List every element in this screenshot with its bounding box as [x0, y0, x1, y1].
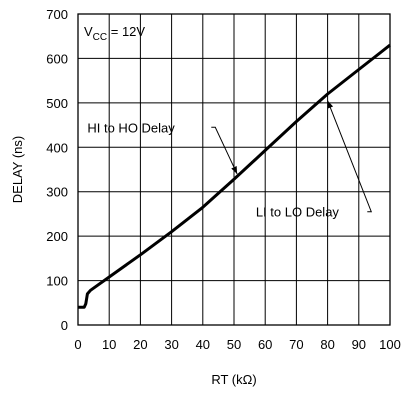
- y-tick-label: 600: [46, 51, 68, 66]
- y-tick-label: 300: [46, 185, 68, 200]
- series-layer: [78, 43, 391, 309]
- y-tick-label: 100: [46, 274, 68, 289]
- x-tick-labels: 0 10 20 30 40 50 60 70 80 90 100: [74, 337, 400, 352]
- x-tick-label: 80: [320, 337, 334, 352]
- y-tick-label: 500: [46, 96, 68, 111]
- vcc-condition-label: VCC = 12V: [84, 24, 145, 43]
- annotation-leader: [211, 126, 238, 175]
- x-tick-label: 30: [164, 337, 178, 352]
- annotation-label: LI to LO Delay: [256, 205, 340, 220]
- x-tick-label: 0: [74, 337, 81, 352]
- annotations-layer: HI to HO Delay LI to LO Delay: [87, 100, 373, 220]
- y-tick-label: 400: [46, 140, 68, 155]
- x-tick-label: 60: [258, 337, 272, 352]
- x-tick-label: 100: [379, 337, 401, 352]
- y-tick-labels: 0 100 200 300 400 500 600 700: [46, 7, 68, 333]
- annotation-arrowhead: [327, 100, 334, 109]
- y-tick-label: 200: [46, 229, 68, 244]
- y-axis-label: DELAY (ns): [10, 136, 25, 203]
- x-tick-label: 40: [196, 337, 210, 352]
- x-tick-label: 20: [133, 337, 147, 352]
- annotation-leader: [327, 100, 373, 213]
- x-tick-label: 10: [102, 337, 116, 352]
- x-tick-label: 90: [352, 337, 366, 352]
- vcc-prefix: V: [84, 24, 93, 39]
- y-tick-label: 0: [61, 318, 68, 333]
- vcc-suffix: = 12V: [107, 24, 145, 39]
- x-tick-label: 70: [289, 337, 303, 352]
- y-tick-label: 700: [46, 7, 68, 22]
- delay-curve: [78, 43, 391, 309]
- plot-frame: [77, 13, 391, 326]
- vcc-subscript: CC: [93, 32, 107, 43]
- annotation-arrowhead: [231, 165, 238, 174]
- x-tick-label: 50: [227, 337, 241, 352]
- x-axis-label: RT (kΩ): [211, 372, 256, 387]
- annotation-label: HI to HO Delay: [87, 120, 175, 135]
